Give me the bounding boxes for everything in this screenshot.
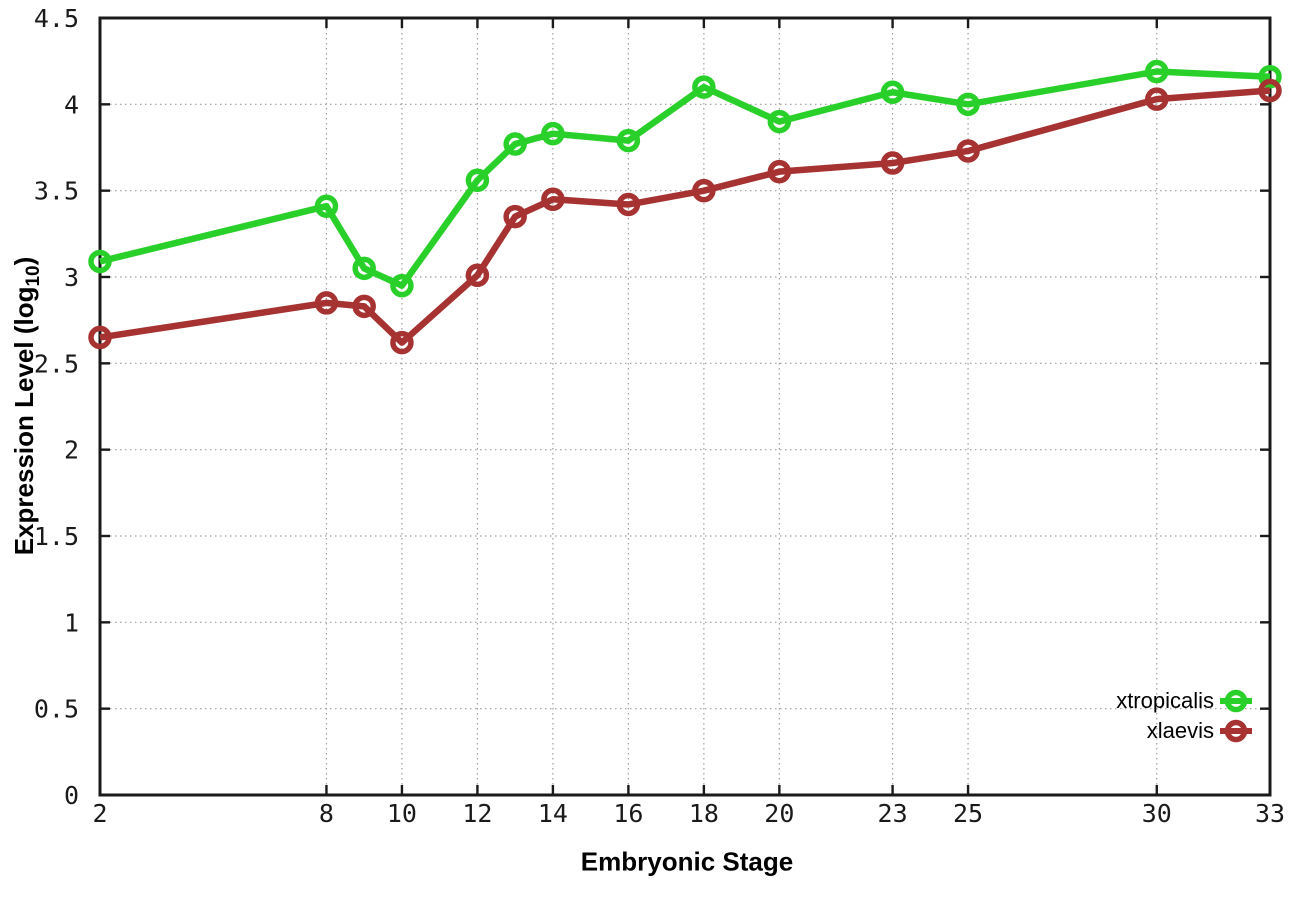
y-axis-title-text: Expression Level (log xyxy=(9,286,39,556)
data-point-xtropicalis-25 xyxy=(956,92,980,117)
data-point-xtropicalis-18 xyxy=(692,75,716,99)
series-markers-xtropicalis xyxy=(88,59,1282,298)
data-point-xtropicalis-2 xyxy=(88,249,112,274)
data-point-xtropicalis-30 xyxy=(1145,59,1169,84)
data-point-xtropicalis-8 xyxy=(314,194,339,218)
data-point-xlaevis-18 xyxy=(692,178,716,203)
data-point-xlaevis-10 xyxy=(390,330,414,355)
y-tick-label-2.5: 2.5 xyxy=(34,349,79,378)
data-point-xlaevis-16 xyxy=(616,192,641,217)
data-point-xlaevis-13 xyxy=(503,204,527,229)
data-point-xtropicalis-20 xyxy=(767,109,792,134)
data-point-xtropicalis-12 xyxy=(465,168,490,193)
series-sample-icon xyxy=(1220,719,1252,743)
x-tick-label-8: 8 xyxy=(319,799,334,828)
data-point-xtropicalis-9 xyxy=(352,256,376,281)
y-tick-label-2: 2 xyxy=(64,436,79,465)
legend-label-xlaevis: xlaevis xyxy=(1146,718,1214,743)
y-tick-label-4: 4 xyxy=(64,90,79,119)
series-sample-icon xyxy=(1220,689,1252,713)
y-tick-label-3.5: 3.5 xyxy=(34,177,79,206)
x-tick-label-14: 14 xyxy=(538,799,568,828)
x-tick-label-33: 33 xyxy=(1255,799,1285,828)
y-tick-label-1.5: 1.5 xyxy=(34,522,79,551)
y-axis-title-suffix: ) xyxy=(9,256,39,266)
legend: xtropicalis xlaevis xyxy=(1116,686,1252,746)
y-tick-label-0.5: 0.5 xyxy=(34,695,79,724)
x-tick-label-16: 16 xyxy=(613,799,643,828)
x-tick-label-20: 20 xyxy=(764,799,794,828)
x-axis-title-text: Embryonic Stage xyxy=(580,846,794,877)
x-tick-label-25: 25 xyxy=(953,799,983,828)
data-point-xlaevis-12 xyxy=(465,263,490,288)
grid xyxy=(100,18,1270,795)
data-point-xtropicalis-16 xyxy=(616,128,641,153)
data-point-xlaevis-20 xyxy=(767,159,792,184)
x-tick-label-10: 10 xyxy=(387,799,417,828)
legend-label-xtropicalis: xtropicalis xyxy=(1116,688,1214,713)
data-point-xlaevis-25 xyxy=(956,139,980,163)
data-point-xlaevis-30 xyxy=(1145,87,1169,111)
x-tick-label-30: 30 xyxy=(1142,799,1172,828)
y-tick-label-4.5: 4.5 xyxy=(34,4,79,33)
data-point-xtropicalis-10 xyxy=(390,273,414,298)
tick-marks xyxy=(98,16,1272,797)
y-tick-label-1: 1 xyxy=(64,608,79,637)
data-point-xlaevis-9 xyxy=(352,294,376,319)
data-point-xlaevis-23 xyxy=(880,151,905,175)
data-point-xtropicalis-14 xyxy=(541,121,565,146)
x-tick-label-12: 12 xyxy=(462,799,492,828)
y-tick-label-3: 3 xyxy=(64,263,79,292)
legend-item-xtropicalis: xtropicalis xyxy=(1116,686,1252,716)
data-point-xtropicalis-23 xyxy=(880,80,905,104)
series-line-xtropicalis xyxy=(99,68,1271,289)
data-point-xtropicalis-33 xyxy=(1258,64,1282,89)
tick-labels: 0 0.5 1 1.5 2 2.5 3 3.5 4 4.5 2 8 10 12 14 16 18 20 23 25 30… xyxy=(34,4,1285,828)
data-point-xlaevis-8 xyxy=(314,291,339,315)
legend-item-xlaevis: xlaevis xyxy=(1116,716,1252,746)
plot-border xyxy=(98,16,1272,797)
series-markers-xlaevis xyxy=(88,78,1282,355)
data-point-xtropicalis-13 xyxy=(503,132,527,156)
data-point-xlaevis-14 xyxy=(541,187,565,212)
data-point-xlaevis-2 xyxy=(88,325,112,350)
y-tick-label-0: 0 xyxy=(64,781,79,810)
data-point-xlaevis-33 xyxy=(1258,78,1282,103)
x-tick-label-2: 2 xyxy=(92,799,107,828)
x-tick-label-23: 23 xyxy=(878,799,908,828)
y-axis-title-subscript: 10 xyxy=(23,265,44,287)
x-tick-label-18: 18 xyxy=(689,799,719,828)
